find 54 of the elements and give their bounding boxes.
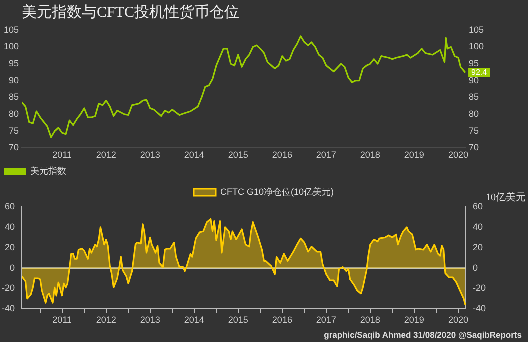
x-tick-label: 2014 [184,150,204,160]
y-tick-label: -40 [2,304,15,314]
y-tick-label: 70 [8,142,19,153]
y2-tick-label: 100 [469,42,484,52]
y2-tick-label: 90 [469,75,480,86]
x-tick-label: 2011 [52,315,72,326]
x-tick-label: 2019 [404,315,424,326]
y2-tick-label: 75 [469,126,480,136]
y-tick-label: 85 [8,92,19,102]
x-tick-label: 2018 [360,150,380,160]
x-tick-label: 2020 [448,150,469,160]
y2-tick-label: -40 [473,304,486,314]
y-tick-label: 95 [8,58,19,69]
x-tick-label: 2013 [140,315,160,326]
y2-tick-label: 105 [469,24,484,35]
y2-tick-label: 20 [473,242,484,252]
x-tick-label: 2016 [272,315,292,326]
y-tick-label: 105 [4,24,19,35]
y2-tick-label: 0 [473,262,478,273]
text: graphic/Saqib Ahmed 31/08/2020 @SaqibReports [324,330,522,340]
x-tick-label: 2012 [96,150,116,160]
data-label: 92.4 [472,68,488,78]
y-tick-label: 80 [8,109,19,120]
y2-tick-label: 80 [469,109,480,120]
y2-tick-label: 70 [469,142,480,153]
x-tick-label: 2012 [96,315,116,326]
y-tick-label: 75 [8,126,19,136]
x-tick-label: 2015 [228,315,248,326]
x-tick-label: 2019 [404,150,424,160]
x-tick-label: 2018 [360,315,380,326]
y2-tick-label: 85 [469,92,480,102]
y-tick-label: 40 [4,222,15,232]
y-tick-label: 20 [4,242,15,252]
x-tick-label: 2017 [316,150,336,160]
legend-label: CFTC G10净仓位(10亿美元) [220,186,334,197]
x-tick-label: 2013 [140,150,160,160]
x-tick-label: 2011 [52,150,72,160]
x-tick-label: 2014 [184,315,204,326]
x-tick-label: 2020 [448,315,469,326]
y-tick-label: 60 [4,201,15,212]
y-tick-label: 0 [10,262,15,273]
legend-label: 美元指数 [30,166,66,176]
y-tick-label: 100 [4,42,19,52]
chart-title: 美元指数与CFTC投机性货币仓位 [22,3,240,22]
x-tick-label: 2016 [272,150,292,160]
y2-axis-title: 10亿美元 [486,192,526,204]
y-tick-label: -20 [2,283,15,294]
y-tick-label: 90 [8,75,19,86]
y2-tick-label: 60 [473,201,484,212]
y2-tick-label: -20 [473,283,486,294]
x-tick-label: 2015 [228,150,248,160]
y2-tick-label: 95 [469,58,480,69]
y2-tick-label: 40 [473,222,484,232]
x-tick-label: 2017 [316,315,336,326]
